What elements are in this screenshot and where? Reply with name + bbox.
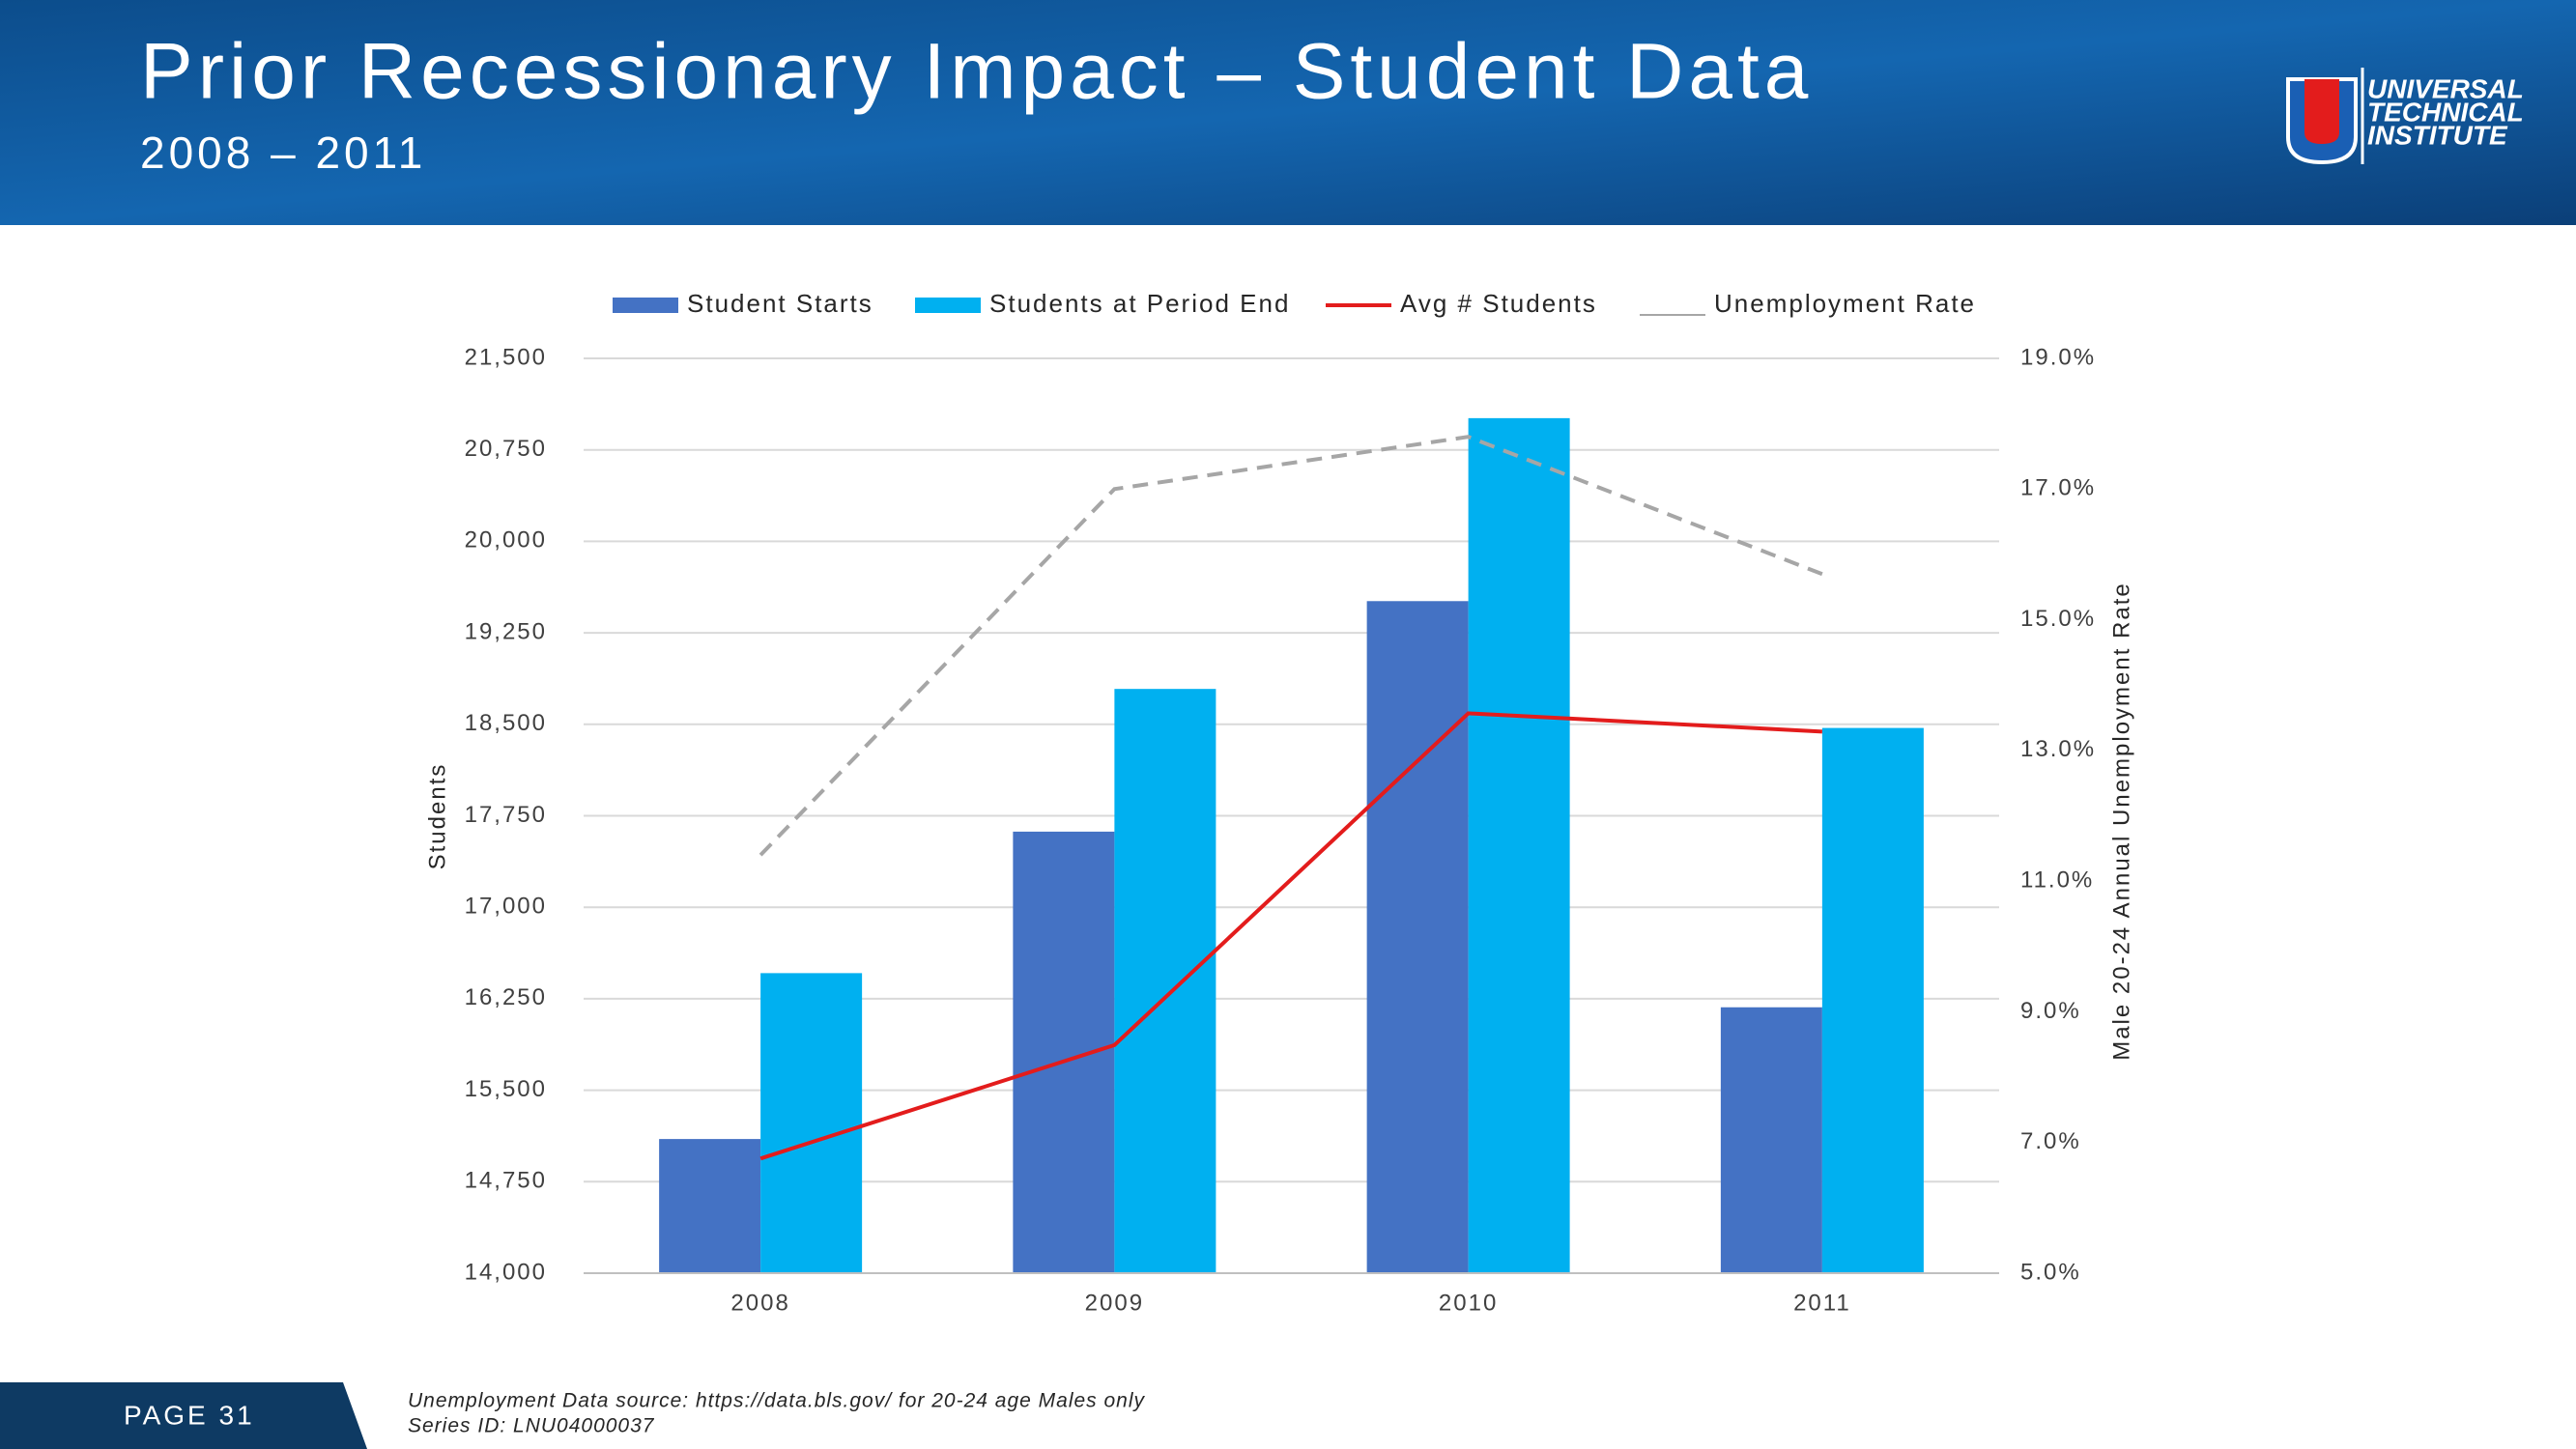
- logo: UNIVERSAL TECHNICAL INSTITUTE: [2286, 68, 2524, 165]
- y-tick-label: 14,750: [465, 1168, 547, 1194]
- y2-tick-label: 11.0%: [2020, 867, 2094, 893]
- legend-swatch: [613, 298, 678, 313]
- line-series: [759, 711, 1822, 1161]
- source-note: Series ID: LNU04000037: [408, 1415, 655, 1437]
- y-tick-label: 17,000: [465, 894, 547, 920]
- bar: [1468, 417, 1570, 1273]
- y-tick-label: 19,250: [465, 618, 547, 644]
- bar: [1366, 601, 1469, 1273]
- x-tick-label: 2008: [730, 1290, 789, 1316]
- legend-label: Unemployment Rate: [1714, 289, 1976, 318]
- line-series: [758, 435, 1823, 857]
- source-note: Unemployment Data source: https://data.b…: [408, 1390, 1146, 1412]
- y-tick-label: 20,750: [465, 436, 547, 462]
- logo-text: INSTITUTE: [2367, 120, 2508, 150]
- y2-tick-label: 5.0%: [2020, 1259, 2081, 1285]
- subtitle: 2008 – 2011: [140, 128, 426, 178]
- x-tick-label: 2011: [1793, 1290, 1851, 1316]
- y2-tick-label: 17.0%: [2020, 475, 2096, 501]
- y-tick-label: 16,250: [465, 984, 547, 1010]
- y-tick-label: 18,500: [465, 710, 547, 736]
- page-tag: [0, 1382, 367, 1449]
- legend-label: Student Starts: [687, 289, 873, 318]
- y2-tick-label: 7.0%: [2020, 1128, 2081, 1154]
- bar: [1114, 689, 1216, 1273]
- y2-tick-label: 9.0%: [2020, 998, 2081, 1024]
- page-number: PAGE 31: [124, 1400, 255, 1430]
- y-tick-label: 14,000: [465, 1259, 547, 1285]
- y2-axis-title: Male 20-24 Annual Unemployment Rate: [2108, 582, 2134, 1061]
- header-band: [0, 0, 2576, 225]
- bar: [760, 973, 863, 1273]
- y-tick-label: 15,500: [465, 1076, 547, 1102]
- logo-text: UNIVERSAL: [2367, 73, 2524, 103]
- legend-label: Students at Period End: [989, 289, 1290, 318]
- logo-text: TECHNICAL: [2367, 97, 2524, 127]
- y-tick-label: 21,500: [465, 344, 547, 370]
- y-axis-title: Students: [424, 763, 450, 870]
- y-tick-label: 20,000: [465, 527, 547, 554]
- legend-swatch: [915, 298, 981, 313]
- bar: [1013, 831, 1115, 1273]
- y2-tick-label: 19.0%: [2020, 344, 2096, 370]
- x-tick-label: 2009: [1085, 1290, 1144, 1316]
- title: Prior Recessionary Impact – Student Data: [140, 28, 1813, 116]
- x-tick-label: 2010: [1439, 1290, 1498, 1316]
- y2-tick-label: 13.0%: [2020, 736, 2096, 762]
- y2-tick-label: 15.0%: [2020, 606, 2096, 632]
- y-tick-label: 17,750: [465, 802, 547, 828]
- bar: [659, 1139, 761, 1273]
- bar: [1821, 727, 1924, 1273]
- bar: [1720, 1007, 1822, 1273]
- legend-label: Avg # Students: [1400, 289, 1597, 318]
